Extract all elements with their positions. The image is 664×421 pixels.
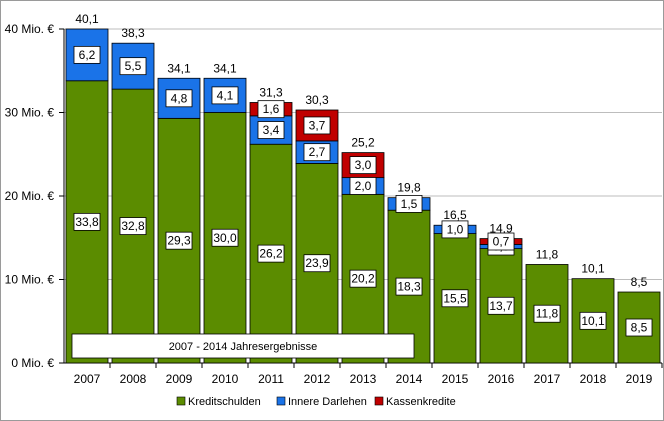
x-tick-label-2011: 2011 <box>258 372 284 386</box>
total-label-2018: 10,1 <box>581 262 605 276</box>
value-label-kreditschulden-2011: 26,2 <box>259 247 283 261</box>
value-label-innere-darlehen-2015: 1,0 <box>447 222 464 236</box>
value-label-innere-darlehen-2013: 2,0 <box>355 179 372 193</box>
x-tick-label-2018: 2018 <box>580 372 607 386</box>
total-label-2017: 11,8 <box>536 247 559 261</box>
value-label-box <box>119 217 147 235</box>
total-label-2011: 31,3 <box>259 85 283 99</box>
value-label-kreditschulden-2016: 13,7 <box>489 299 513 313</box>
y-tick-label: 30 Mio. € <box>5 106 55 120</box>
value-label-innere-darlehen-2012: 2,7 <box>309 145 326 159</box>
x-tick-label-2008: 2008 <box>120 372 147 386</box>
value-label-innere-darlehen-2011: 3,4 <box>263 123 280 137</box>
legend-label-kreditschulden: Kreditschulden <box>188 396 261 408</box>
value-label-kreditschulden-2008: 32,8 <box>121 219 145 233</box>
value-label-box <box>211 86 239 105</box>
value-label-kassenkredite-2013: 3,0 <box>355 158 372 172</box>
value-label-innere-darlehen-2009: 4,8 <box>171 91 188 105</box>
value-label-kreditschulden-2007: 33,8 <box>75 215 99 229</box>
value-label-box <box>487 232 515 251</box>
total-label-2015: 16,5 <box>443 208 467 222</box>
value-label-kreditschulden-2013: 20,2 <box>351 272 375 286</box>
value-label-box <box>349 156 377 175</box>
value-label-box <box>303 254 331 273</box>
value-label-box <box>257 100 285 119</box>
value-label-box <box>349 177 377 195</box>
value-label-box <box>533 304 561 323</box>
y-tick-label: 10 Mio. € <box>5 273 55 287</box>
value-label-box <box>165 89 193 108</box>
total-label-2007: 40,1 <box>75 12 99 26</box>
total-label-2010: 34,1 <box>213 61 237 75</box>
legend-swatch-kreditschulden <box>176 396 186 406</box>
total-label-2016: 14,9 <box>489 222 513 236</box>
total-label-2014: 19,8 <box>397 181 421 195</box>
x-tick-label-2012: 2012 <box>304 372 331 386</box>
value-label-innere-darlehen-2010: 4,1 <box>217 88 234 102</box>
value-label-box <box>303 143 331 162</box>
x-tick-label-2017: 2017 <box>534 372 561 386</box>
value-label-kreditschulden-2019: 8,5 <box>631 321 648 335</box>
value-label-box <box>211 228 239 247</box>
x-tick-label-2007: 2007 <box>74 372 101 386</box>
value-label-kassenkredite-2016: 0,7 <box>493 235 510 249</box>
value-label-box <box>73 212 101 231</box>
value-label-box <box>257 121 285 139</box>
value-label-innere-darlehen-2008: 5,5 <box>125 59 142 73</box>
x-tick-label-2013: 2013 <box>350 372 377 386</box>
legend-label-kassenkredite: Kassenkredite <box>386 396 456 408</box>
value-label-kreditschulden-2014: 18,3 <box>397 280 421 294</box>
value-label-box <box>395 277 423 296</box>
value-label-kreditschulden-2010: 30,0 <box>213 231 237 245</box>
value-label-box <box>257 244 285 263</box>
x-tick-label-2016: 2016 <box>488 372 515 386</box>
value-label-kassenkredite-2011: 1,6 <box>263 102 280 116</box>
x-tick-label-2010: 2010 <box>212 372 239 386</box>
annotation-box <box>71 333 415 359</box>
value-label-box <box>625 318 653 337</box>
x-tick-label-2014: 2014 <box>396 372 423 386</box>
value-label-innere-darlehen-2014: 1,5 <box>401 197 418 211</box>
total-label-2008: 38,3 <box>121 26 145 40</box>
value-label-kreditschulden-2017: 11,8 <box>536 307 559 321</box>
x-tick-label-2009: 2009 <box>166 372 193 386</box>
value-label-box <box>487 296 515 315</box>
value-label-kreditschulden-2012: 23,9 <box>305 256 329 270</box>
value-label-box <box>441 289 469 308</box>
y-tick-label: 40 Mio. € <box>5 22 55 36</box>
annotation-text: 2007 - 2014 Jahresergebnisse <box>169 341 318 353</box>
y-tick-label: 0 Mio. € <box>11 356 54 370</box>
value-label-box <box>441 220 469 239</box>
value-label-box <box>303 116 331 135</box>
x-tick-label-2019: 2019 <box>626 372 653 386</box>
value-label-kreditschulden-2018: 10,1 <box>581 314 605 328</box>
value-label-kreditschulden-2009: 29,3 <box>167 234 191 248</box>
value-label-box <box>395 195 423 213</box>
total-label-2019: 8,5 <box>631 275 648 289</box>
value-label-box <box>73 45 101 64</box>
y-tick-label: 20 Mio. € <box>5 189 55 203</box>
value-label-box <box>119 57 147 76</box>
legend-label-innere-darlehen: Innere Darlehen <box>288 396 367 408</box>
total-label-2013: 25,2 <box>351 136 375 150</box>
total-label-2009: 34,1 <box>167 61 191 75</box>
value-label-innere-darlehen-2007: 6,2 <box>79 48 96 62</box>
value-label-kassenkredite-2012: 3,7 <box>309 118 326 132</box>
value-label-box <box>165 231 193 250</box>
value-label-box <box>349 269 377 288</box>
value-label-kreditschulden-2015: 15,5 <box>443 291 467 305</box>
x-tick-label-2015: 2015 <box>442 372 469 386</box>
legend-swatch-innere-darlehen <box>276 396 286 406</box>
total-label-2012: 30,3 <box>305 93 329 107</box>
legend-swatch-kassenkredite <box>374 396 384 406</box>
value-label-box <box>579 311 607 330</box>
